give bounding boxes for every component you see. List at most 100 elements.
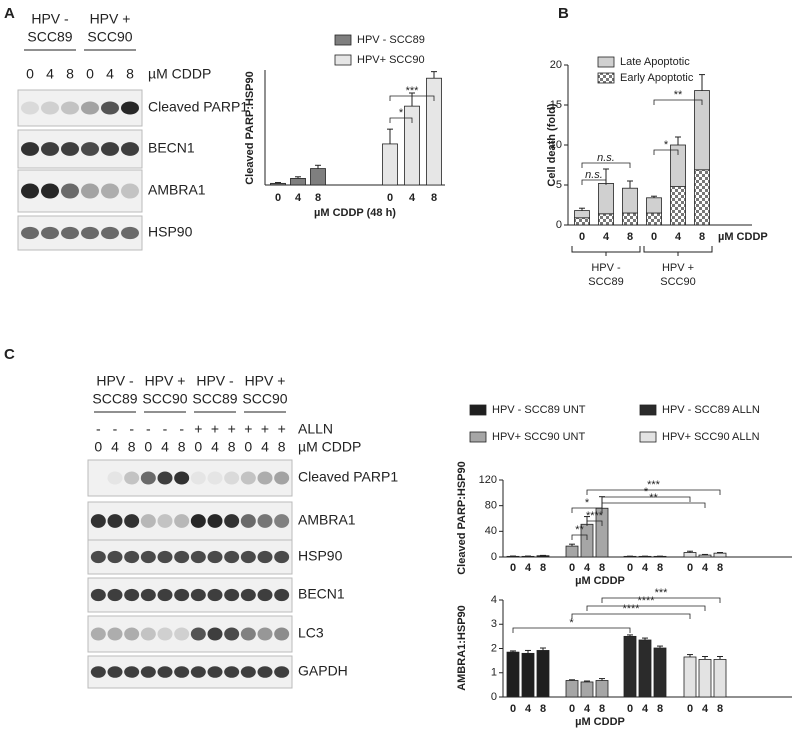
significance-bracket (571, 613, 691, 619)
legend-swatch (597, 72, 615, 84)
x-axis-label: µM CDDP (48 h) (314, 207, 396, 219)
significance-bracket (581, 162, 631, 168)
panel-label: B (558, 5, 569, 22)
band (81, 226, 99, 240)
group-label: SCC89 (588, 276, 623, 288)
bar (713, 552, 727, 558)
significance-label: n.s. (585, 169, 603, 181)
band (207, 550, 223, 564)
x-tick-label: 4 (295, 192, 302, 204)
blot-row-label: AMBRA1 (298, 512, 356, 528)
bar (565, 680, 579, 698)
significance-bracket (389, 117, 413, 123)
treatment-mark: + (211, 421, 219, 437)
bar-segment (646, 212, 662, 226)
y-tick-label: 1 (491, 667, 497, 679)
x-tick-label: 0 (627, 703, 633, 715)
blot-row-label: BECN1 (298, 586, 345, 602)
group-label: SCC89 (92, 391, 137, 407)
band (81, 183, 99, 199)
band (157, 666, 173, 678)
band (224, 550, 240, 564)
lane-label: 8 (66, 66, 74, 82)
blot-row-label: LC3 (298, 625, 324, 641)
group-label: HPV + (90, 11, 131, 27)
legend-label: HPV+ SCC90 UNT (492, 431, 586, 443)
significance-label: *** (647, 479, 661, 491)
band (274, 514, 290, 528)
y-tick-label: 20 (550, 59, 562, 71)
y-axis-label: Cleaved PARP:HSP90 (456, 461, 468, 575)
x-tick-label: 8 (657, 703, 663, 715)
band (107, 666, 123, 678)
band (257, 666, 273, 678)
band (81, 101, 99, 115)
blot-row-label: Cleaved PARP1 (148, 99, 248, 115)
band (61, 226, 79, 240)
band (90, 627, 106, 641)
x-tick-label: 8 (540, 703, 546, 715)
legend-label: HPV+ SCC90 (357, 54, 425, 66)
y-tick-label: 3 (491, 618, 497, 630)
y-tick-label: 0 (491, 551, 497, 563)
significance-bracket (512, 627, 631, 633)
bar-segment (574, 217, 590, 226)
y-tick-label: 120 (479, 474, 497, 486)
band (257, 471, 273, 485)
band (190, 471, 206, 485)
group-label: SCC90 (87, 29, 132, 45)
significance-label: *** (406, 85, 420, 97)
band (174, 627, 190, 641)
band (224, 627, 240, 641)
y-tick-label: 4 (491, 594, 497, 606)
significance-label: n.s. (597, 152, 615, 164)
significance-bracket (389, 95, 435, 101)
x-tick-label: 4 (702, 703, 709, 715)
band (41, 101, 59, 115)
band (207, 471, 223, 485)
significance-label: * (644, 486, 649, 498)
band (61, 101, 79, 115)
band (124, 550, 140, 564)
group-label: HPV + (145, 373, 186, 389)
treatment-mark: + (244, 421, 252, 437)
significance-bracket (581, 179, 607, 185)
band (121, 101, 139, 115)
group-label: HPV - (96, 373, 134, 389)
band (101, 226, 119, 240)
treatment-mark: + (228, 421, 236, 437)
band (274, 588, 290, 602)
x-tick-label: 8 (599, 703, 605, 715)
band (157, 550, 173, 564)
band (107, 471, 123, 485)
band (61, 142, 79, 156)
bar (580, 681, 594, 698)
blot-row-label: GAPDH (298, 663, 348, 679)
band (274, 471, 290, 485)
band (124, 588, 140, 602)
bar (536, 555, 550, 558)
x-tick-label: 8 (627, 231, 633, 243)
band (224, 588, 240, 602)
band (190, 514, 206, 528)
y-tick-label: 0 (491, 691, 497, 703)
band (274, 666, 290, 678)
band (224, 471, 240, 485)
significance-label: ** (674, 89, 683, 101)
band (224, 514, 240, 528)
lane-label: 4 (111, 439, 119, 455)
legend-label: Early Apoptotic (620, 72, 694, 84)
y-axis-label: Cleaved PARP:HSP90 (244, 71, 256, 185)
band (41, 226, 59, 240)
treatment-mark: - (129, 421, 134, 437)
bar-segment (670, 186, 686, 226)
band (21, 226, 39, 240)
bar (270, 182, 286, 186)
treatment-mark: - (179, 421, 184, 437)
band (81, 142, 99, 156)
group-label: SCC90 (242, 391, 287, 407)
x-tick-label: 0 (579, 231, 585, 243)
y-tick-label: 2 (491, 642, 497, 654)
band (41, 142, 59, 156)
band (140, 550, 156, 564)
